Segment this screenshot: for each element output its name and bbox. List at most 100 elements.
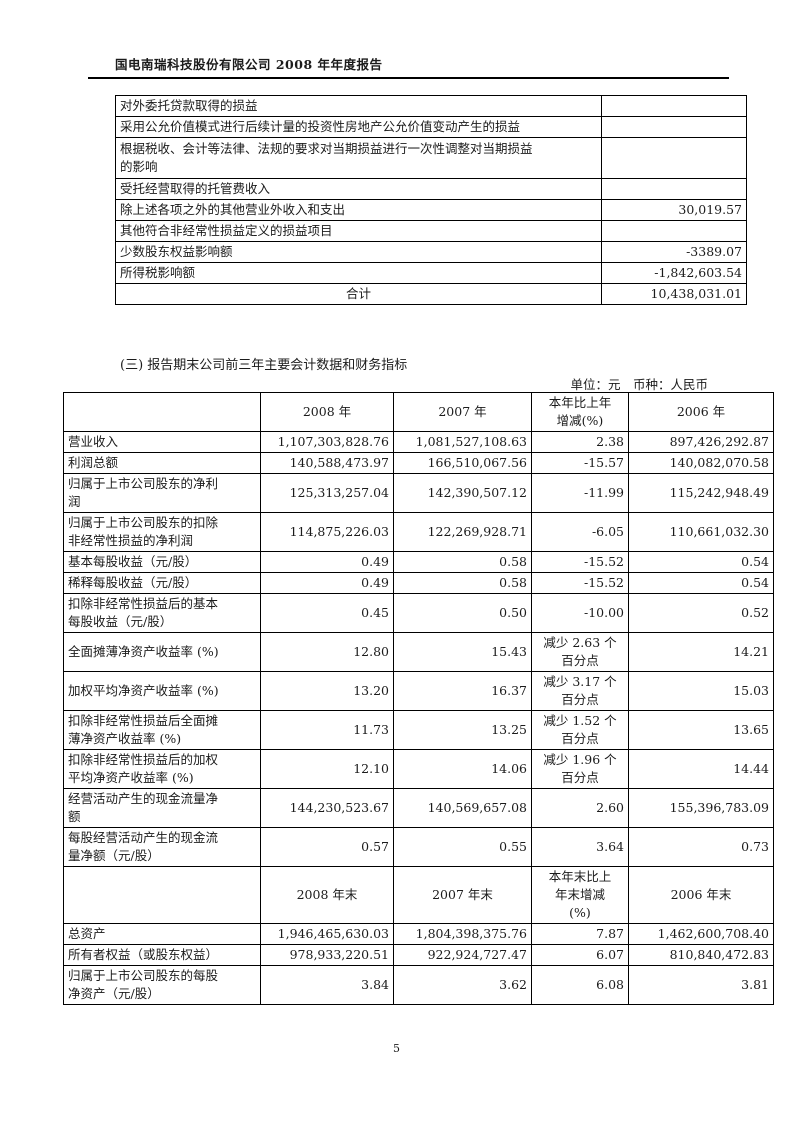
- header-cell-2007: 2007 年: [393, 392, 532, 432]
- table-row: 少数股东权益影响额 -3389.07: [115, 241, 747, 263]
- value-2008: 12.10: [260, 749, 394, 789]
- value-2008: 13.20: [260, 671, 394, 711]
- value-2008: 978,933,220.51: [260, 944, 394, 966]
- value-2006: 13.65: [628, 710, 774, 750]
- item-label: 采用公允价值模式进行后续计量的投资性房地产公允价值变动产生的损益: [115, 116, 602, 138]
- value-2007: 166,510,067.56: [393, 452, 532, 474]
- indicator-label: 归属于上市公司股东的扣除 非经常性损益的净利润: [63, 512, 261, 552]
- total-value: 10,438,031.01: [601, 283, 747, 305]
- value-2008: 114,875,226.03: [260, 512, 394, 552]
- header-cell-change-end: 本年末比上 年末增减 (%): [531, 866, 629, 924]
- item-value: [601, 137, 747, 179]
- value-change: 减少 1.96 个 百分点: [531, 749, 629, 789]
- indicator-label: 基本每股收益（元/股）: [63, 551, 261, 573]
- table-row: 经营活动产生的现金流量净 额 144,230,523.67 140,569,65…: [63, 788, 774, 828]
- value-2008: 3.84: [260, 965, 394, 1005]
- total-label: 合计: [115, 283, 602, 305]
- value-change: 2.38: [531, 431, 629, 453]
- indicator-label: 全面摊薄净资产收益率 (%): [63, 632, 261, 672]
- value-change: -15.52: [531, 551, 629, 573]
- value-2006: 0.73: [628, 827, 774, 867]
- table-row: 根据税收、会计等法律、法规的要求对当期损益进行一次性调整对当期损益 的影响: [115, 137, 747, 179]
- table-row: 扣除非经常性损益后的加权 平均净资产收益率 (%) 12.10 14.06 减少…: [63, 749, 774, 789]
- item-label: 其他符合非经常性损益定义的损益项目: [115, 220, 602, 242]
- value-2008: 140,588,473.97: [260, 452, 394, 474]
- value-change: 减少 3.17 个 百分点: [531, 671, 629, 711]
- table-row: 采用公允价值模式进行后续计量的投资性房地产公允价值变动产生的损益: [115, 116, 747, 138]
- indicator-label: 所有者权益（或股东权益）: [63, 944, 261, 966]
- table-row: 每股经营活动产生的现金流 量净额（元/股） 0.57 0.55 3.64 0.7…: [63, 827, 774, 867]
- value-2006: 810,840,472.83: [628, 944, 774, 966]
- value-2007: 16.37: [393, 671, 532, 711]
- value-2008: 1,107,303,828.76: [260, 431, 394, 453]
- value-2008: 12.80: [260, 632, 394, 672]
- value-2008: 11.73: [260, 710, 394, 750]
- table-row: 所有者权益（或股东权益） 978,933,220.51 922,924,727.…: [63, 944, 774, 966]
- value-2006: 14.44: [628, 749, 774, 789]
- value-2006: 110,661,032.30: [628, 512, 774, 552]
- value-2008: 0.45: [260, 593, 394, 633]
- header-divider: [88, 77, 729, 79]
- table-row: 归属于上市公司股东的净利 润 125,313,257.04 142,390,50…: [63, 473, 774, 513]
- table-row: 稀释每股收益（元/股） 0.49 0.58 -15.52 0.54: [63, 572, 774, 594]
- table-row: 利润总额 140,588,473.97 166,510,067.56 -15.5…: [63, 452, 774, 474]
- indicator-label: 加权平均净资产收益率 (%): [63, 671, 261, 711]
- table-row: 加权平均净资产收益率 (%) 13.20 16.37 减少 3.17 个 百分点…: [63, 671, 774, 711]
- value-2007: 122,269,928.71: [393, 512, 532, 552]
- indicator-label: 每股经营活动产生的现金流 量净额（元/股）: [63, 827, 261, 867]
- item-value: [601, 178, 747, 200]
- item-label: 对外委托贷款取得的损益: [115, 95, 602, 117]
- value-change: 7.87: [531, 923, 629, 945]
- value-2007: 142,390,507.12: [393, 473, 532, 513]
- indicator-label: 稀释每股收益（元/股）: [63, 572, 261, 594]
- key-financial-indicators-table: 2008 年 2007 年 本年比上年 增减(%) 2006 年 营业收入 1,…: [63, 392, 774, 1005]
- value-change: -15.57: [531, 452, 629, 474]
- value-2006: 115,242,948.49: [628, 473, 774, 513]
- non-recurring-items-table: 对外委托贷款取得的损益 采用公允价值模式进行后续计量的投资性房地产公允价值变动产…: [115, 95, 747, 305]
- value-2007: 140,569,657.08: [393, 788, 532, 828]
- document-header-title: 国电南瑞科技股份有限公司 2008 年年度报告: [115, 57, 383, 72]
- page-number: 5: [393, 1042, 400, 1055]
- indicator-label: 归属于上市公司股东的每股 净资产（元/股）: [63, 965, 261, 1005]
- value-change: 3.64: [531, 827, 629, 867]
- item-value: -3389.07: [601, 241, 747, 263]
- value-change: -15.52: [531, 572, 629, 594]
- value-change: 2.60: [531, 788, 629, 828]
- value-2006: 0.52: [628, 593, 774, 633]
- header-cell-2006: 2006 年: [628, 392, 774, 432]
- value-2007: 922,924,727.47: [393, 944, 532, 966]
- value-2008: 0.49: [260, 551, 394, 573]
- section-title: (三) 报告期末公司前三年主要会计数据和财务指标: [120, 358, 408, 373]
- table-row: 扣除非经常性损益后全面摊 薄净资产收益率 (%) 11.73 13.25 减少 …: [63, 710, 774, 750]
- unit-currency-note: 单位：元 币种：人民币: [570, 377, 708, 392]
- item-value: -1,842,603.54: [601, 262, 747, 284]
- indicator-label: 扣除非经常性损益后全面摊 薄净资产收益率 (%): [63, 710, 261, 750]
- table-row: 总资产 1,946,465,630.03 1,804,398,375.76 7.…: [63, 923, 774, 945]
- indicator-label: 营业收入: [63, 431, 261, 453]
- value-2008: 144,230,523.67: [260, 788, 394, 828]
- value-2007: 1,081,527,108.63: [393, 431, 532, 453]
- value-2007: 1,804,398,375.76: [393, 923, 532, 945]
- value-change: -11.99: [531, 473, 629, 513]
- value-2007: 13.25: [393, 710, 532, 750]
- table-row: 归属于上市公司股东的扣除 非经常性损益的净利润 114,875,226.03 1…: [63, 512, 774, 552]
- table-header-row: 2008 年 2007 年 本年比上年 增减(%) 2006 年: [63, 392, 774, 432]
- value-2006: 0.54: [628, 572, 774, 594]
- header-cell-2007-end: 2007 年末: [393, 866, 532, 924]
- value-2006: 897,426,292.87: [628, 431, 774, 453]
- header-cell-blank: [63, 866, 261, 924]
- value-change: 6.08: [531, 965, 629, 1005]
- value-2007: 0.58: [393, 551, 532, 573]
- item-value: [601, 116, 747, 138]
- value-change: 减少 1.52 个 百分点: [531, 710, 629, 750]
- item-value: [601, 95, 747, 117]
- indicator-label: 总资产: [63, 923, 261, 945]
- table-row: 所得税影响额 -1,842,603.54: [115, 262, 747, 284]
- table-row: 基本每股收益（元/股） 0.49 0.58 -15.52 0.54: [63, 551, 774, 573]
- item-value: [601, 220, 747, 242]
- table-row: 除上述各项之外的其他营业外收入和支出 30,019.57: [115, 199, 747, 221]
- value-2007: 0.55: [393, 827, 532, 867]
- item-label: 除上述各项之外的其他营业外收入和支出: [115, 199, 602, 221]
- header-cell-2008: 2008 年: [260, 392, 394, 432]
- item-label: 受托经营取得的托管费收入: [115, 178, 602, 200]
